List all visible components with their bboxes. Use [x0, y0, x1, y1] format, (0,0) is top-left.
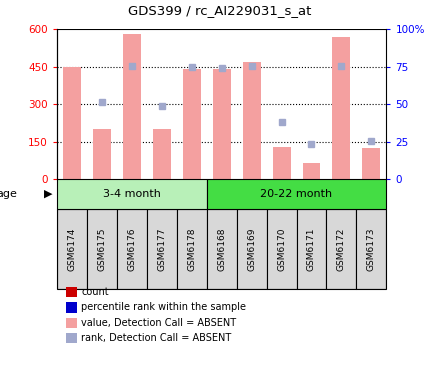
- Bar: [272, 147, 290, 179]
- Text: GSM6176: GSM6176: [127, 227, 136, 270]
- FancyBboxPatch shape: [87, 209, 117, 289]
- Text: ▶: ▶: [44, 189, 53, 199]
- Text: GSM6169: GSM6169: [247, 227, 255, 270]
- Text: GSM6175: GSM6175: [97, 227, 106, 270]
- FancyBboxPatch shape: [147, 209, 177, 289]
- Text: GSM6168: GSM6168: [217, 227, 226, 270]
- FancyBboxPatch shape: [266, 209, 296, 289]
- FancyBboxPatch shape: [57, 179, 206, 209]
- Bar: [361, 148, 379, 179]
- Bar: [332, 37, 350, 179]
- Bar: [123, 34, 141, 179]
- FancyBboxPatch shape: [206, 209, 236, 289]
- FancyBboxPatch shape: [326, 209, 356, 289]
- Text: percentile rank within the sample: percentile rank within the sample: [81, 302, 246, 313]
- Text: GSM6177: GSM6177: [157, 227, 166, 270]
- Text: 20-22 month: 20-22 month: [260, 189, 332, 199]
- Text: GSM6172: GSM6172: [336, 227, 345, 270]
- Bar: [212, 69, 230, 179]
- Bar: [63, 67, 81, 179]
- Text: GSM6171: GSM6171: [306, 227, 315, 270]
- FancyBboxPatch shape: [356, 209, 385, 289]
- Bar: [93, 129, 111, 179]
- FancyBboxPatch shape: [117, 209, 147, 289]
- Text: GSM6178: GSM6178: [187, 227, 196, 270]
- Text: GSM6170: GSM6170: [276, 227, 286, 270]
- Text: GDS399 / rc_AI229031_s_at: GDS399 / rc_AI229031_s_at: [127, 4, 311, 17]
- Text: value, Detection Call = ABSENT: value, Detection Call = ABSENT: [81, 318, 236, 328]
- Text: GSM6174: GSM6174: [67, 227, 76, 270]
- Text: 3-4 month: 3-4 month: [103, 189, 160, 199]
- FancyBboxPatch shape: [206, 179, 385, 209]
- Text: age: age: [0, 189, 18, 199]
- Text: count: count: [81, 287, 109, 297]
- Bar: [152, 129, 170, 179]
- FancyBboxPatch shape: [57, 209, 87, 289]
- Bar: [302, 163, 320, 179]
- Bar: [182, 69, 200, 179]
- FancyBboxPatch shape: [296, 209, 326, 289]
- FancyBboxPatch shape: [236, 209, 266, 289]
- Text: rank, Detection Call = ABSENT: rank, Detection Call = ABSENT: [81, 333, 231, 343]
- FancyBboxPatch shape: [177, 209, 206, 289]
- Text: GSM6173: GSM6173: [366, 227, 375, 270]
- Bar: [242, 62, 260, 179]
